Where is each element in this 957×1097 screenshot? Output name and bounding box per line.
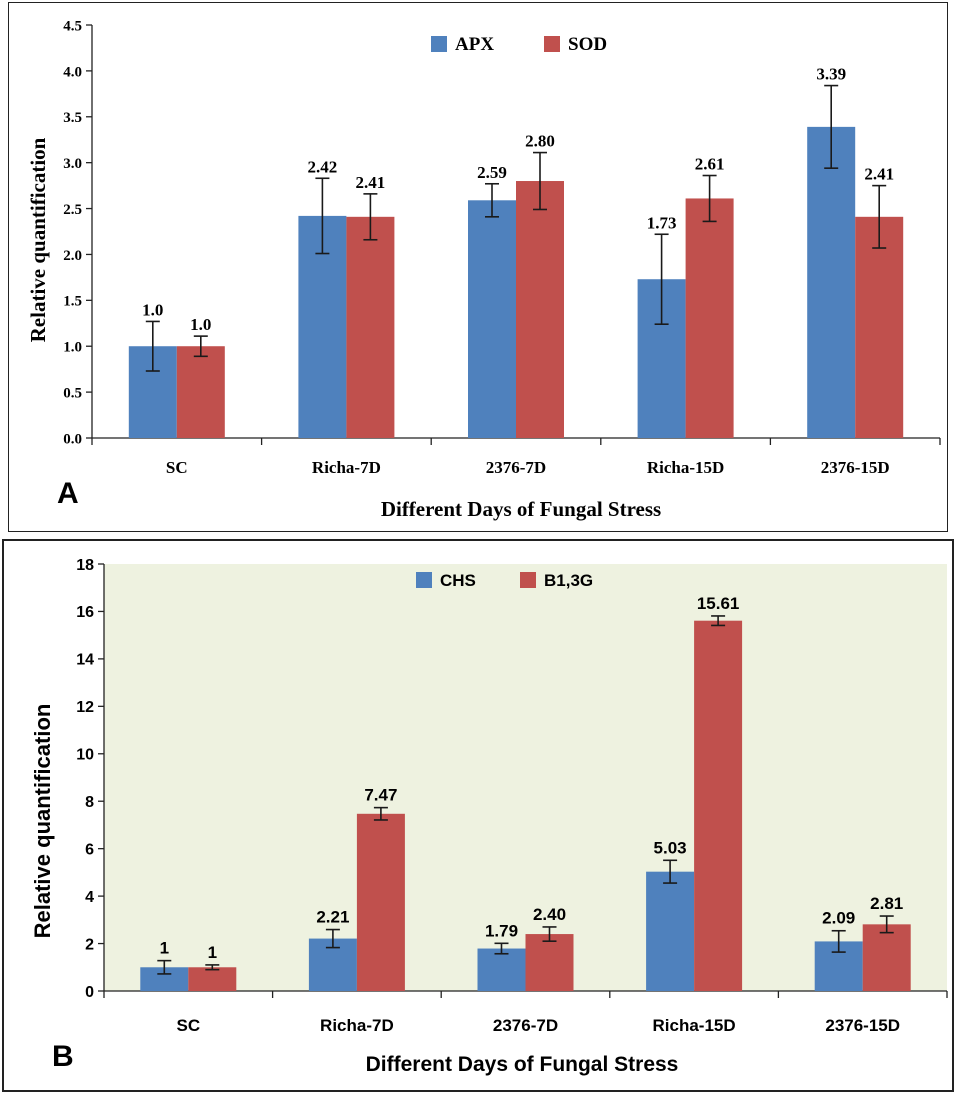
data-label: 2.21 [316,908,349,927]
legend-swatch-apx [431,36,447,52]
y-tick-label: 0.5 [63,386,82,402]
x-category-label: 2376-15D [821,458,890,477]
y-tick-label: 8 [85,794,94,811]
x-axis-title-b: Different Days of Fungal Stress [366,1053,679,1076]
x-category-label: SC [176,1016,200,1035]
bar-b13g-2376-15d [862,924,911,991]
x-category-label: 2376-15D [825,1016,900,1035]
y-tick-label: 2.0 [63,248,82,264]
chart-b-svg: B Different Days of Fungal Stress Relati… [30,557,948,1076]
legend-label: B1,3G [544,571,593,590]
data-label: 1.0 [190,315,211,334]
legend-label: SOD [568,34,607,55]
bar-b13g-richa-15d [694,620,743,991]
y-tick-label: 6 [85,841,94,858]
bar-apx-2376-7d [468,200,516,438]
y-tick-label: 0 [85,984,94,1001]
x-axis-title-a: Different Days of Fungal Stress [381,497,661,521]
bar-sod-richa-15d [685,198,734,438]
chart-a-svg: A Different Days of Fungal Stress Relati… [26,18,941,521]
x-category-label: Richa-7D [320,1016,394,1035]
y-tick-label: 1.0 [63,340,82,356]
y-tick-label: 14 [76,652,94,669]
bar-sod-richa-7d [346,216,395,438]
bar-sod-sc [176,346,225,438]
y-tick-label: 0.0 [63,431,82,447]
bar-apx-2376-15d [807,126,856,438]
data-label: 2.59 [477,163,507,182]
bar-sod-2376-7d [516,181,564,438]
x-category-label: 2376-7D [486,458,546,477]
legend-swatch-sod [544,36,560,52]
chart-panel-a: A Different Days of Fungal Stress Relati… [8,2,948,532]
legend-swatch-chs [416,572,432,588]
y-tick-label: 2 [85,936,94,953]
y-tick-label: 4.0 [63,64,82,80]
x-category-label: SC [166,458,188,477]
legend-label: APX [455,34,494,55]
data-label: 5.03 [654,838,687,857]
bar-b13g-richa-7d [356,813,405,991]
panel-label-a: A [57,477,79,510]
data-label: 15.61 [697,594,740,613]
bar-b13g-2376-7d [525,934,574,991]
bar-chs-richa-15d [646,871,695,991]
y-tick-label: 10 [76,747,94,764]
bar-chs-2376-7d [477,948,526,991]
y-tick-label: 18 [76,557,94,574]
data-label: 2.42 [308,157,338,176]
data-label: 2.09 [822,909,855,928]
bar-sod-2376-15d [855,216,904,438]
legend-swatch-b13g [520,572,536,588]
data-label: 3.39 [816,65,846,84]
y-tick-label: 12 [76,699,94,716]
bar-b13g-sc [188,967,237,991]
chart-panel-b: B Different Days of Fungal Stress Relati… [2,539,954,1092]
panel-label-b: B [52,1040,74,1073]
data-label: 2.80 [525,132,555,151]
data-label: 2.41 [356,173,386,192]
data-label: 1.73 [647,213,677,232]
data-label: 2.61 [695,155,725,174]
plot-area-b [104,564,947,991]
legend-label: CHS [440,571,476,590]
x-category-label: Richa-15D [653,1016,736,1035]
y-tick-label: 4 [85,889,94,906]
y-tick-label: 2.5 [63,202,82,218]
y-tick-label: 3.0 [63,156,82,172]
x-category-label: Richa-7D [312,458,381,477]
data-label: 2.40 [533,905,566,924]
data-label: 1 [160,939,169,958]
y-tick-label: 16 [76,604,94,621]
y-tick-label: 4.5 [63,18,82,34]
y-axis-title-b: Relative quantification [30,704,55,939]
y-tick-label: 3.5 [63,110,82,126]
data-label: 1 [208,943,217,962]
data-label: 2.81 [870,894,903,913]
y-axis-title-a: Relative quantification [26,137,50,342]
y-tick-label: 1.5 [63,294,82,310]
x-category-label: Richa-15D [647,458,724,477]
data-label: 2.41 [864,165,894,184]
data-label: 1.0 [142,300,163,319]
data-label: 7.47 [364,786,397,805]
data-label: 1.79 [485,921,518,940]
bar-chs-sc [140,967,189,991]
x-category-label: 2376-7D [493,1016,558,1035]
